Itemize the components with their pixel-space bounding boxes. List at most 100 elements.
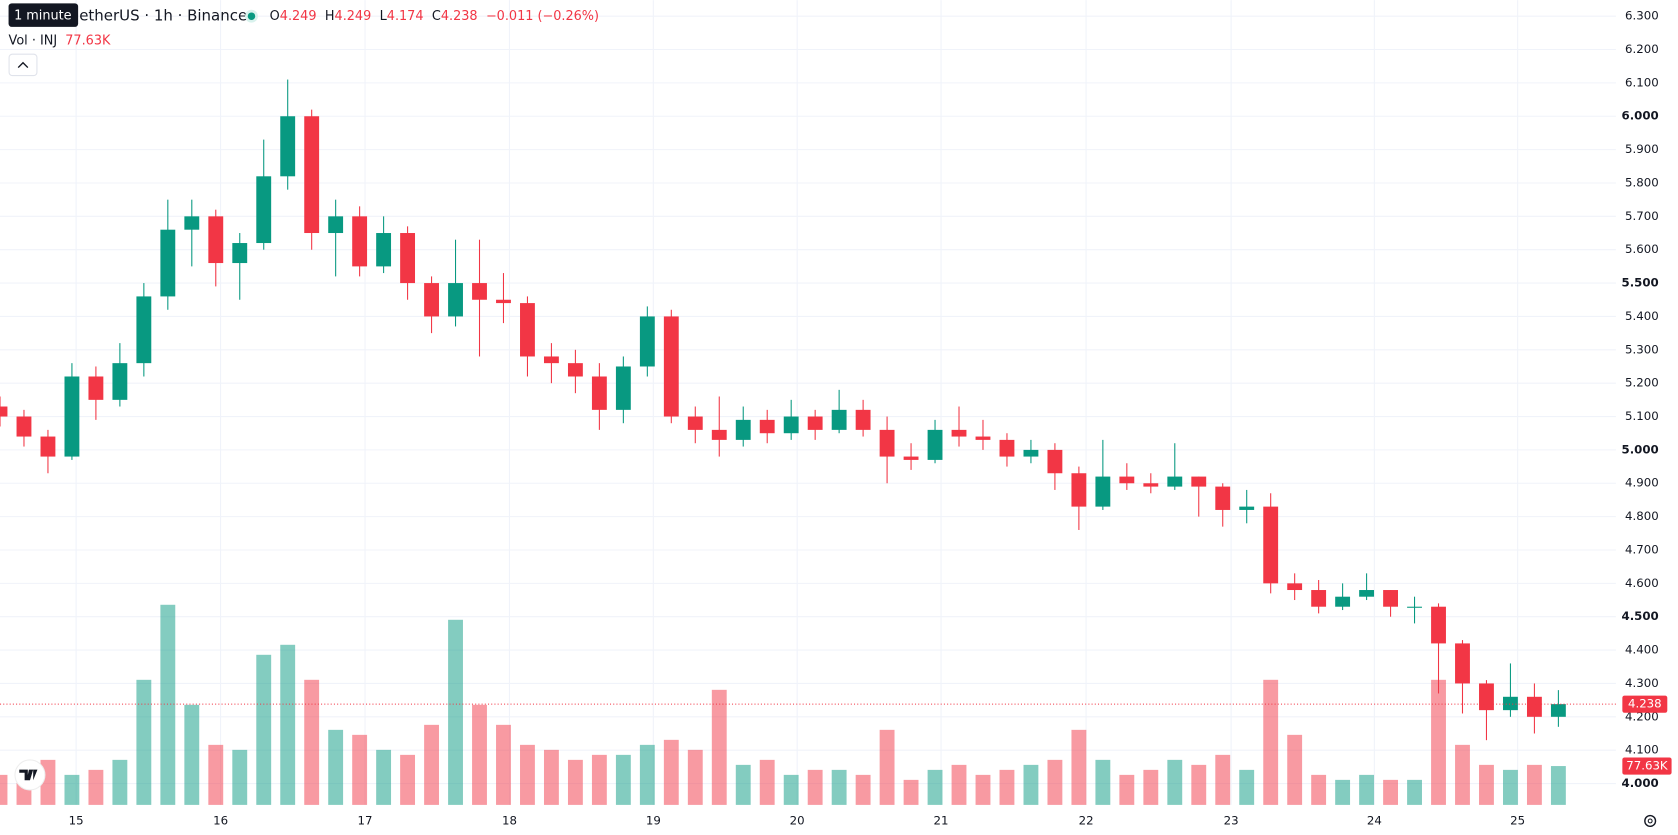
y-tick-label: 5.500 bbox=[1622, 276, 1659, 290]
candle-body bbox=[1407, 606, 1422, 608]
candle-body bbox=[807, 416, 823, 430]
volume-bar bbox=[376, 749, 392, 805]
y-tick-label: 6.300 bbox=[1625, 9, 1659, 23]
y-tick-label: 4.800 bbox=[1625, 509, 1659, 523]
volume-bar bbox=[1071, 729, 1087, 805]
candle-body bbox=[1359, 590, 1375, 597]
candle-body bbox=[1023, 449, 1039, 457]
volume-bar bbox=[1239, 769, 1255, 805]
y-tick-label: 5.600 bbox=[1625, 242, 1659, 256]
y-tick-label: 4.900 bbox=[1625, 476, 1659, 490]
volume-bar bbox=[1359, 774, 1375, 805]
candle-body bbox=[759, 419, 775, 434]
volume-bar bbox=[1023, 764, 1039, 805]
candle-body bbox=[16, 416, 32, 437]
o-label: O bbox=[270, 9, 280, 24]
candle-body bbox=[1455, 643, 1470, 684]
candle-body bbox=[472, 283, 487, 300]
volume-bar bbox=[64, 774, 80, 805]
candle-body bbox=[448, 283, 463, 317]
candle-body bbox=[40, 436, 56, 457]
candle-body bbox=[136, 296, 152, 364]
volume-bar bbox=[1095, 759, 1111, 805]
volume-bar bbox=[256, 654, 272, 805]
x-tick-label: 23 bbox=[1224, 813, 1239, 827]
x-tick-label: 15 bbox=[69, 813, 84, 827]
candle-body bbox=[160, 229, 176, 297]
volume-bar bbox=[160, 604, 176, 805]
candle-body bbox=[1311, 590, 1327, 607]
candle-body bbox=[520, 303, 535, 357]
candle-body bbox=[1550, 704, 1566, 717]
volume-bar bbox=[951, 764, 967, 805]
volume-bar bbox=[280, 644, 296, 805]
volume-bar bbox=[448, 619, 463, 805]
l: 4.174 bbox=[387, 9, 424, 24]
y-tick-label: 5.700 bbox=[1625, 209, 1659, 223]
l-label: L bbox=[380, 9, 388, 24]
h-label: H bbox=[325, 9, 335, 24]
candle-body bbox=[1503, 696, 1518, 711]
volume-bar bbox=[1287, 734, 1303, 805]
x-tick-label: 20 bbox=[790, 813, 805, 827]
candle-body bbox=[927, 429, 943, 460]
volume-bar bbox=[1263, 679, 1279, 805]
volume-value: 77.63K bbox=[65, 33, 111, 48]
candle-body bbox=[208, 216, 224, 264]
h: 4.249 bbox=[335, 9, 372, 24]
tooltip: 1 minute bbox=[14, 9, 72, 24]
volume-bar bbox=[615, 754, 631, 805]
y-tick-label: 5.000 bbox=[1622, 442, 1659, 456]
x-tick-label: 21 bbox=[934, 813, 949, 827]
collapse-icon bbox=[17, 61, 29, 69]
candle-body bbox=[1167, 476, 1183, 487]
y-tick-label: 6.200 bbox=[1625, 42, 1659, 56]
ohlc: O4.249 H4.249 L4.174 C4.238 −0.011 (−0.2… bbox=[270, 9, 599, 24]
candle-body bbox=[0, 406, 8, 417]
candle-body bbox=[1119, 476, 1135, 484]
volume-bar bbox=[999, 769, 1015, 805]
y-tick-label: 6.000 bbox=[1622, 109, 1659, 123]
volume-bar bbox=[1526, 764, 1542, 805]
x-tick-label: 16 bbox=[213, 813, 228, 827]
y-tick-label: 4.300 bbox=[1625, 676, 1659, 690]
candle-body bbox=[232, 243, 248, 264]
volume-bar bbox=[328, 729, 344, 805]
candle-body bbox=[1191, 476, 1207, 487]
y-tick-label: 5.800 bbox=[1625, 175, 1659, 189]
candle-body bbox=[663, 316, 679, 417]
volume-bar bbox=[1455, 744, 1470, 805]
candle-body bbox=[424, 283, 439, 317]
candle-body bbox=[783, 416, 799, 434]
y-tick-label: 4.400 bbox=[1625, 643, 1659, 657]
volume-bar bbox=[1335, 779, 1351, 805]
volume-bar bbox=[1383, 779, 1398, 805]
tooltip-bg bbox=[8, 3, 79, 27]
volume-bar bbox=[711, 689, 727, 805]
candle-body bbox=[1095, 476, 1111, 507]
candle-body bbox=[64, 376, 80, 457]
candle-body bbox=[1071, 473, 1087, 507]
logo bbox=[14, 759, 46, 791]
symbol[interactable]: etherUS · 1h · Binance bbox=[79, 7, 247, 25]
candle-body bbox=[639, 316, 655, 367]
candle-body bbox=[711, 429, 727, 440]
y-tick-label: 4.700 bbox=[1625, 542, 1659, 556]
volume-bar bbox=[807, 769, 823, 805]
volume-bar bbox=[903, 779, 919, 805]
volume-bar bbox=[496, 724, 511, 805]
candle-body bbox=[1287, 583, 1303, 591]
last-price-box bbox=[1622, 695, 1668, 713]
volume-bar bbox=[1215, 754, 1231, 805]
x-tick-label: 18 bbox=[502, 813, 517, 827]
candle-body bbox=[256, 176, 272, 244]
candle-body bbox=[184, 216, 200, 230]
volume-bar bbox=[520, 744, 535, 805]
candle-body bbox=[903, 456, 919, 460]
collapse-button[interactable] bbox=[8, 53, 38, 77]
volume-bar bbox=[1143, 769, 1159, 805]
settings-icon[interactable] bbox=[1644, 814, 1657, 827]
candle-body bbox=[615, 366, 631, 410]
volume-bar bbox=[1311, 774, 1327, 805]
x-tick-label: 24 bbox=[1367, 813, 1382, 827]
